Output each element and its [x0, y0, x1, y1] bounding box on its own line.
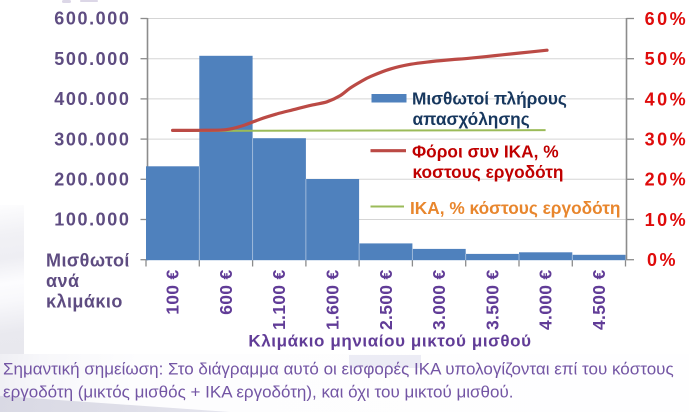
svg-text:ανά: ανά: [46, 271, 80, 291]
svg-text:Κλιμάκιο μηνιαίου μικτού μισθο: Κλιμάκιο μηνιαίου μικτού μισθού: [248, 332, 531, 351]
svg-text:30%: 30%: [645, 130, 689, 150]
svg-text:Μισθωτοί πλήρους: Μισθωτοί πλήρους: [412, 88, 567, 108]
svg-text:απασχόλησης: απασχόλησης: [413, 109, 530, 129]
svg-text:10%: 10%: [645, 210, 689, 230]
svg-text:ΙΚΑ, % κόστους εργοδότη: ΙΚΑ, % κόστους εργοδότη: [410, 198, 621, 218]
svg-text:100.000: 100.000: [54, 210, 130, 230]
svg-text:Σημαντική σημείωση: Στο διάγρα: Σημαντική σημείωση: Στο διάγραμμα αυτό ο…: [3, 360, 674, 379]
svg-text:40%: 40%: [645, 89, 689, 109]
svg-text:0%: 0%: [647, 250, 678, 270]
svg-text:εργοδότη (μικτός μισθός + ΙΚΑ: εργοδότη (μικτός μισθός + ΙΚΑ εργοδότη),…: [3, 383, 513, 402]
svg-text:400.000: 400.000: [54, 89, 130, 109]
svg-text:60%: 60%: [645, 9, 689, 29]
svg-text:3.500 €: 3.500 €: [482, 270, 502, 331]
svg-text:Φόροι συν ΙΚΑ, %: Φόροι συν ΙΚΑ, %: [412, 141, 559, 161]
svg-text:50%: 50%: [645, 49, 689, 69]
svg-text:600.000: 600.000: [54, 9, 130, 29]
svg-text:3.000 €: 3.000 €: [429, 270, 449, 331]
svg-text:100 €: 100 €: [163, 270, 183, 315]
svg-text:κλιμάκιο: κλιμάκιο: [46, 292, 123, 312]
svg-text:1.600 €: 1.600 €: [323, 270, 343, 331]
svg-text:20%: 20%: [645, 170, 689, 190]
svg-text:300.000: 300.000: [54, 129, 130, 149]
svg-text:4.500 €: 4.500 €: [589, 270, 609, 331]
svg-text:κοστους εργοδότη: κοστους εργοδότη: [413, 162, 564, 182]
svg-text:600 €: 600 €: [216, 270, 236, 315]
svg-text:Μισθωτοί: Μισθωτοί: [46, 251, 130, 271]
svg-text:4.000 €: 4.000 €: [536, 270, 556, 331]
svg-text:1.100 €: 1.100 €: [269, 270, 289, 331]
svg-text:200.000: 200.000: [54, 170, 130, 190]
svg-text:2.500 €: 2.500 €: [376, 270, 396, 331]
svg-text:500.000: 500.000: [54, 49, 130, 69]
